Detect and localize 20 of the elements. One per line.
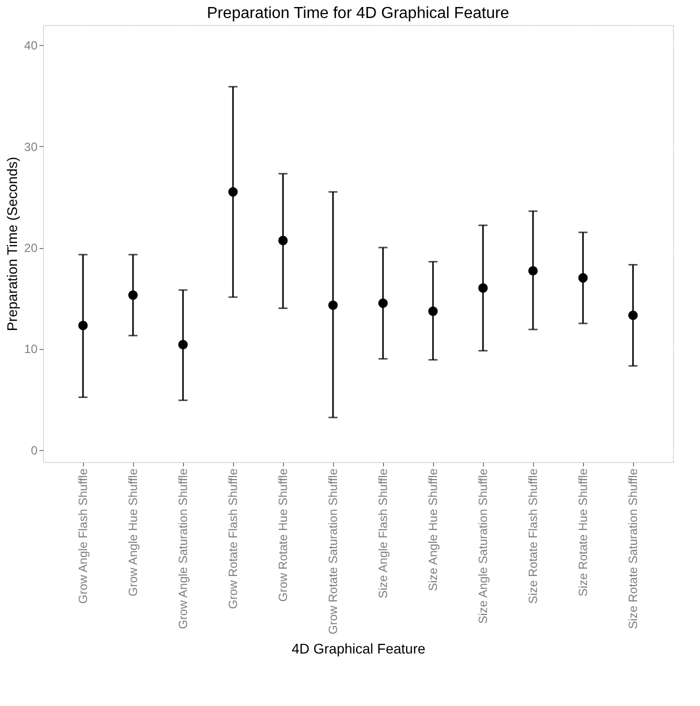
x-tick-label: Size Angle Saturation Shuffle bbox=[476, 468, 490, 624]
chart-title: Preparation Time for 4D Graphical Feature bbox=[206, 5, 510, 22]
x-tick-label: Grow Angle Saturation Shuffle bbox=[176, 468, 190, 630]
x-tick-label: Grow Angle Flash Shuffle bbox=[76, 468, 90, 604]
x-tick-label: Size Angle Hue Shuffle bbox=[426, 468, 440, 592]
y-axis-title: Preparation Time (Seconds) bbox=[4, 156, 20, 332]
y-tick-label: 10 bbox=[24, 342, 38, 356]
y-tick-label: 0 bbox=[30, 443, 38, 458]
y-tick-label: 20 bbox=[24, 241, 38, 256]
x-tick-label: Size Rotate Saturation Shuffle bbox=[626, 468, 640, 630]
x-tick-label: Size Rotate Hue Shuffle bbox=[576, 468, 590, 596]
x-tick-label: Grow Rotate Saturation Shuffle bbox=[326, 468, 340, 634]
x-tick-label: Size Angle Flash Shuffle bbox=[376, 468, 390, 598]
x-tick-label: Grow Angle Hue Shuffle bbox=[126, 468, 140, 596]
y-tick-label: 30 bbox=[24, 140, 38, 154]
y-tick-label: 40 bbox=[24, 38, 38, 53]
x-axis-title: 4D Graphical Feature bbox=[292, 640, 426, 656]
x-tick-label: Grow Rotate Hue Shuffle bbox=[276, 468, 290, 602]
x-tick-label: Size Rotate Flash Shuffle bbox=[526, 468, 540, 604]
x-tick-label: Grow Rotate Flash Shuffle bbox=[226, 468, 240, 610]
